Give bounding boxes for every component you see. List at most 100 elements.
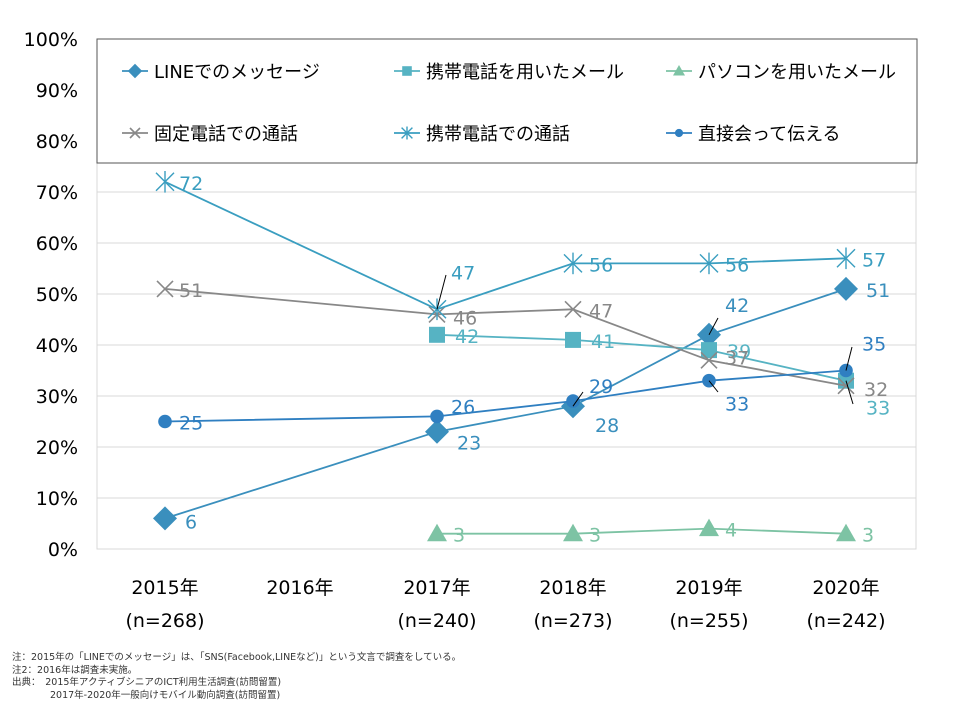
line-chart: 0% 10% 20% 30% 40% 50% 60% 70% 80% 90% 100% 2015年 (n… (24, 29, 918, 632)
data-point (674, 128, 684, 138)
data-label: 42 (725, 295, 749, 317)
x-tick-label: 2018年 (539, 577, 606, 599)
data-label: 51 (866, 280, 890, 302)
data-label: 39 (727, 341, 751, 363)
data-label: 32 (864, 379, 888, 401)
data-label: 33 (725, 394, 749, 416)
data-label: 56 (589, 254, 613, 276)
series (427, 518, 856, 542)
leader-line (845, 380, 854, 405)
y-tick-label: 90% (36, 80, 78, 102)
y-tick-label: 60% (36, 233, 78, 255)
x-tick-label: 2020年 (812, 577, 879, 599)
series (429, 326, 854, 389)
data-point (699, 518, 719, 537)
series-line (164, 180, 847, 311)
y-tick-label: 20% (36, 437, 78, 459)
data-label: 47 (451, 262, 475, 284)
footnotes: 注：2015年の「LINEでのメッセージ」は、「SNS(Facebook,LIN… (12, 652, 461, 702)
legend (96, 38, 918, 164)
footnote-1: 注：2015年の「LINEでのメッセージ」は、「SNS(Facebook,LIN… (12, 652, 462, 663)
x-sample-size-label: (n=273) (533, 610, 612, 632)
series (158, 363, 853, 429)
legend-label: 直接会って伝える (698, 124, 841, 145)
x-tick-label: 2016年 (266, 577, 333, 599)
x-tick-label: 2019年 (675, 577, 742, 599)
data-label: 37 (725, 347, 749, 369)
y-tick-label: 80% (36, 131, 78, 153)
x-sample-size-label: (n=268) (125, 610, 204, 632)
data-point (563, 252, 583, 275)
data-point (699, 252, 719, 275)
data-label: 23 (457, 433, 481, 455)
data-point (836, 247, 856, 270)
data-point (156, 280, 174, 298)
data-label: 51 (179, 280, 203, 302)
data-label: 3 (589, 525, 601, 547)
data-label: 3 (453, 525, 465, 547)
data-label: 35 (862, 334, 886, 356)
x-sample-size-label: (n=240) (397, 610, 476, 632)
y-tick-label: 0% (48, 539, 78, 561)
data-point (153, 506, 177, 531)
legend-label: 携帯電話を用いたメール (426, 62, 624, 83)
data-point (836, 523, 856, 542)
y-tick-label: 30% (36, 386, 78, 408)
series-line (437, 527, 847, 535)
data-label: 47 (589, 300, 613, 322)
data-point (427, 523, 447, 542)
data-label: 57 (862, 249, 886, 271)
data-label: 29 (589, 376, 613, 398)
data-label: 4 (725, 520, 737, 542)
leader-line (708, 317, 719, 336)
y-tick-label: 70% (36, 182, 78, 204)
series (153, 276, 858, 531)
footnote-2: 注2：2016年は調査未実施。 (12, 664, 138, 676)
legend-entry: 携帯電話での通話 (394, 124, 570, 145)
leader-line (572, 391, 584, 407)
x-sample-size-label: (n=255) (669, 610, 748, 632)
data-point (430, 409, 444, 424)
data-label: 46 (453, 307, 477, 329)
data-point (566, 394, 580, 408)
y-tick-label: 100% (24, 29, 78, 51)
footnote-source-1: 出典： 2015年アクティブシニアのICT利用生活調査(訪問留置) (12, 677, 282, 689)
legend-entry: 直接会って伝える (666, 124, 841, 145)
y-tick-label: 40% (36, 335, 78, 357)
legend-label: LINEでのメッセージ (154, 62, 320, 83)
y-tick-label: 10% (36, 488, 78, 510)
data-label: 26 (451, 396, 475, 418)
data-point (564, 300, 582, 318)
data-point (158, 414, 172, 429)
data-label: 56 (725, 254, 749, 276)
legend-entry: 固定電話での通話 (122, 124, 298, 145)
data-point (425, 419, 449, 444)
data-label: 33 (866, 398, 890, 420)
data-label: 72 (179, 173, 203, 195)
data-label: 3 (862, 525, 874, 547)
x-sample-size-label: (n=242) (806, 610, 885, 632)
data-point (565, 331, 581, 348)
legend-entry: パソコンを用いたメール (666, 62, 896, 83)
data-point (673, 65, 685, 76)
legend-label: パソコンを用いたメール (698, 62, 896, 83)
leader-line (436, 274, 447, 310)
data-point (700, 351, 718, 369)
data-label: 6 (185, 511, 197, 533)
data-label: 42 (455, 326, 479, 348)
data-point (127, 63, 143, 79)
data-point (429, 326, 445, 343)
legend-entry: LINEでのメッセージ (122, 62, 320, 83)
data-label: 28 (595, 415, 619, 437)
series-line (436, 333, 847, 382)
legend-label: 携帯電話での通話 (426, 124, 570, 145)
data-label: 41 (591, 331, 615, 353)
data-point (402, 66, 412, 76)
legend-entry: 携帯電話を用いたメール (394, 62, 624, 83)
data-label: 25 (179, 413, 203, 435)
x-tick-label: 2015年 (131, 577, 198, 599)
data-point (834, 276, 858, 301)
series (155, 171, 856, 321)
leader-line (708, 380, 719, 393)
data-point (129, 127, 141, 139)
